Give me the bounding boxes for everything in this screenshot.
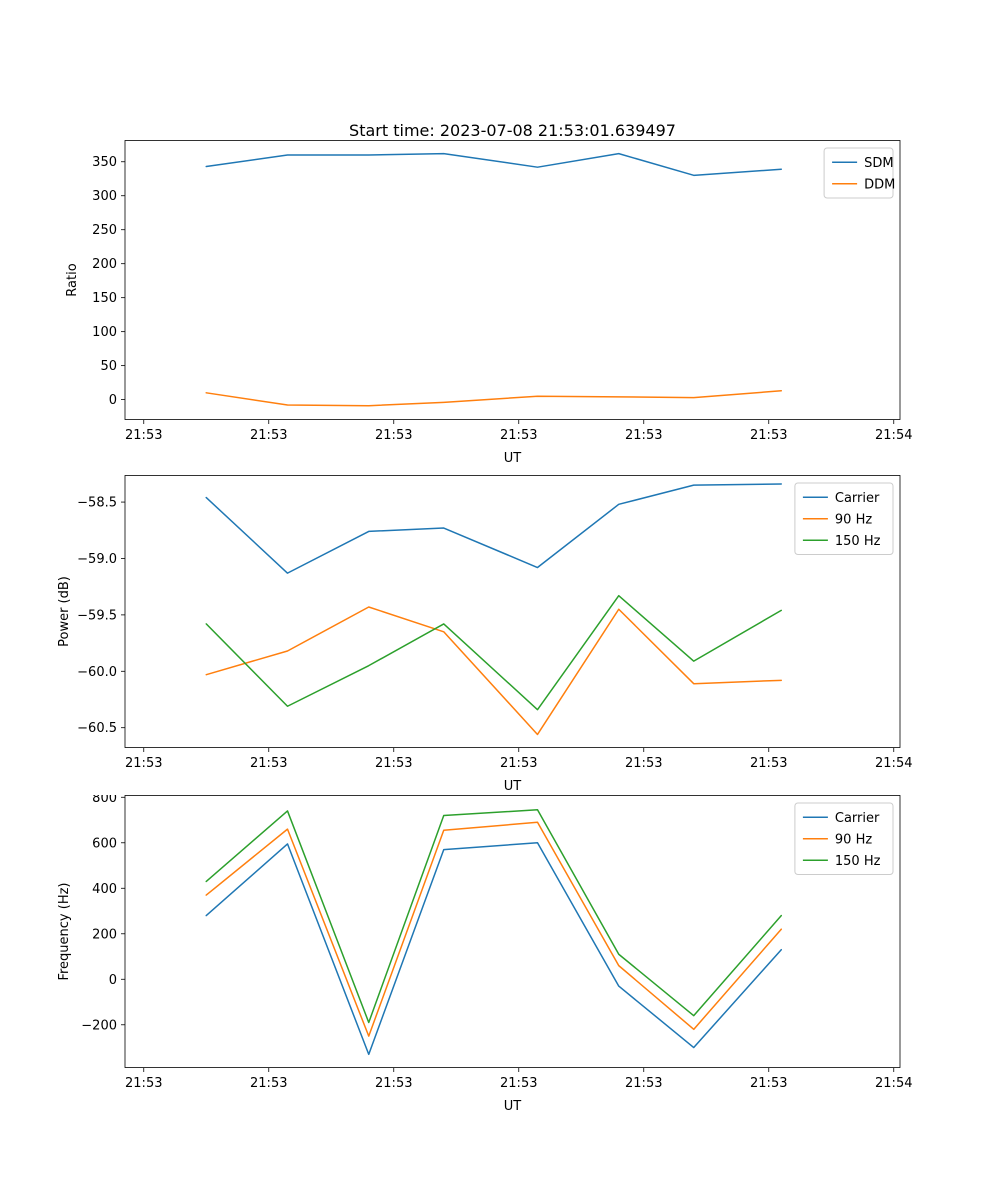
- y-tick-label: 200: [92, 257, 117, 272]
- y-tick-label: 50: [100, 359, 117, 374]
- x-axis-label: UT: [504, 779, 522, 794]
- x-tick-label: 21:53: [500, 756, 537, 771]
- legend-box: [794, 482, 894, 555]
- x-tick-label: 21:53: [375, 756, 412, 771]
- line-150-hz: [205, 594, 782, 711]
- y-tick-label: 250: [92, 223, 117, 238]
- y-tick-label: −59.5: [77, 608, 117, 623]
- legend-label: 90 Hz: [835, 832, 872, 847]
- legend-label: SDM: [864, 156, 893, 171]
- y-tick-label: 100: [92, 325, 117, 340]
- y-tick-label: 150: [92, 291, 117, 306]
- y-tick-label: −60.5: [77, 721, 117, 736]
- subplot-ratio: 0 50 100 150 200 250 300 350 21:53 21:53 21:53 21:5…: [65, 140, 912, 466]
- x-tick-label: 21:53: [125, 1076, 162, 1091]
- line-carrier: [205, 842, 782, 1056]
- subplot-frequency: −200 0 200 400 600 800 21:53 21:53 21:53 21:53 21:…: [57, 795, 912, 1114]
- axes-box: [124, 475, 901, 748]
- y-axis-label: Power (dB): [57, 576, 72, 647]
- x-tick-label: 21:53: [625, 756, 662, 771]
- y-axis-label: Frequency (Hz): [57, 882, 72, 980]
- x-tick-label: 21:54: [875, 428, 912, 443]
- legend-label: Carrier: [835, 491, 880, 506]
- x-tick-label: 21:53: [250, 756, 287, 771]
- x-tick-label: 21:53: [500, 428, 537, 443]
- axes-box: [124, 795, 901, 1068]
- x-tick-label: 21:53: [750, 756, 787, 771]
- x-tick-label: 21:53: [750, 428, 787, 443]
- legend: SDM DDM: [823, 147, 895, 199]
- x-tick-label: 21:54: [875, 756, 912, 771]
- x-tick-label: 21:53: [125, 428, 162, 443]
- legend: Carrier 90 Hz 150 Hz: [794, 482, 894, 555]
- legend-label: 150 Hz: [835, 854, 881, 869]
- x-tick-label: 21:53: [250, 1076, 287, 1091]
- legend-label: DDM: [864, 177, 895, 192]
- legend-label: Carrier: [835, 811, 880, 826]
- x-tick-label: 21:53: [375, 1076, 412, 1091]
- x-tick-label: 21:53: [625, 1076, 662, 1091]
- x-tick-label: 21:53: [750, 1076, 787, 1091]
- y-tick-label: 0: [109, 393, 117, 408]
- line-ddm: [205, 390, 782, 407]
- line-150-hz: [205, 809, 782, 1024]
- x-tick-label: 21:54: [875, 1076, 912, 1091]
- line-90-hz: [205, 821, 782, 1037]
- x-tick-label: 21:53: [500, 1076, 537, 1091]
- y-tick-label: 200: [92, 927, 117, 942]
- line-carrier: [205, 483, 782, 574]
- x-axis-label: UT: [504, 451, 522, 466]
- y-tick-label: 300: [92, 189, 117, 204]
- legend-label: 150 Hz: [835, 534, 881, 549]
- y-tick-label: −200: [81, 1018, 117, 1033]
- axes-box: [124, 140, 901, 420]
- y-tick-label: 400: [92, 882, 117, 897]
- y-tick-label: 800: [92, 795, 117, 806]
- line-90-hz: [205, 606, 782, 736]
- figure-title: Start time: 2023-07-08 21:53:01.639497: [349, 121, 676, 140]
- line-sdm: [205, 152, 782, 177]
- y-axis-label: Ratio: [65, 263, 80, 296]
- y-tick-label: −59.0: [77, 552, 117, 567]
- legend-box: [823, 147, 894, 199]
- x-tick-label: 21:53: [250, 428, 287, 443]
- y-tick-label: 350: [92, 155, 117, 170]
- x-axis-label: UT: [504, 1099, 522, 1114]
- x-tick-label: 21:53: [375, 428, 412, 443]
- x-tick-label: 21:53: [625, 428, 662, 443]
- y-tick-label: −58.5: [77, 496, 117, 511]
- legend: Carrier 90 Hz 150 Hz: [794, 802, 894, 875]
- y-tick-label: −60.0: [77, 665, 117, 680]
- subplot-power: −58.5 −59.0 −59.5 −60.0 −60.5 21:53 21:53 21:53…: [57, 475, 912, 794]
- y-tick-label: 600: [92, 836, 117, 851]
- legend-box: [794, 802, 894, 875]
- y-tick-label: 0: [109, 973, 117, 988]
- x-tick-label: 21:53: [125, 756, 162, 771]
- legend-label: 90 Hz: [835, 512, 872, 527]
